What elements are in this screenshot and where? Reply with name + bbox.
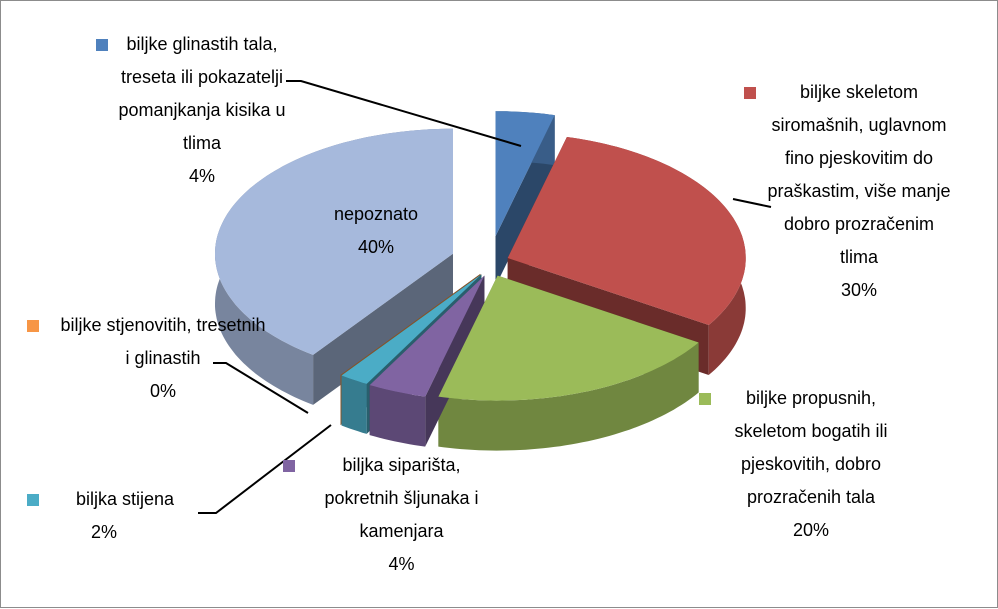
legend-marker: [283, 460, 295, 472]
value-label: 0%: [149, 381, 176, 401]
slice: [215, 128, 453, 355]
leader-line: [198, 424, 332, 514]
value-label: 2%: [90, 522, 117, 542]
value-label: 40%: [357, 237, 395, 257]
label-text: biljke propusnih, skeletom bogatih ili p…: [734, 388, 888, 507]
legend-marker: [699, 393, 711, 405]
slice-side: [313, 253, 453, 405]
leader-line: [213, 362, 309, 414]
data-label: biljke propusnih, skeletom bogatih ili p…: [713, 382, 909, 547]
legend-marker: [27, 320, 39, 332]
label-text: nepoznato: [333, 204, 419, 224]
data-label: biljke stjenovitih, tresetnih i glinasti…: [57, 309, 269, 408]
value-label: 30%: [840, 280, 878, 300]
data-label: biljka siparišta, pokretnih šljunaka i k…: [309, 449, 494, 581]
legend-marker: [27, 494, 39, 506]
slice-rim: [369, 385, 426, 447]
data-label: biljka stijena 2%: [41, 483, 209, 549]
label-text: biljka stijena: [75, 489, 175, 509]
value-label: 20%: [792, 520, 830, 540]
label-text: biljka siparišta, pokretnih šljunaka i k…: [324, 455, 479, 541]
slice: [507, 137, 746, 325]
slice-rim: [341, 375, 367, 434]
leader-line: [732, 198, 772, 208]
label-text: biljke stjenovitih, tresetnih i glinasti…: [60, 315, 266, 368]
data-label: biljke glinastih tala, treseta ili pokaz…: [111, 28, 293, 193]
data-label: nepoznato 40%: [301, 198, 451, 264]
slice: [369, 275, 485, 397]
label-text: biljke glinastih tala, treseta ili pokaz…: [118, 34, 286, 153]
value-label: 4%: [388, 554, 415, 574]
value-label: 4%: [188, 166, 215, 186]
slice: [341, 274, 482, 384]
legend-marker: [96, 39, 108, 51]
label-text: biljke skeletom siromašnih, uglavnom fin…: [767, 82, 951, 267]
slice-rim: [438, 342, 699, 451]
data-label: biljke skeletom siromašnih, uglavnom fin…: [763, 76, 955, 307]
slice: [438, 275, 699, 401]
leader-line: [286, 80, 522, 147]
legend-marker: [744, 87, 756, 99]
